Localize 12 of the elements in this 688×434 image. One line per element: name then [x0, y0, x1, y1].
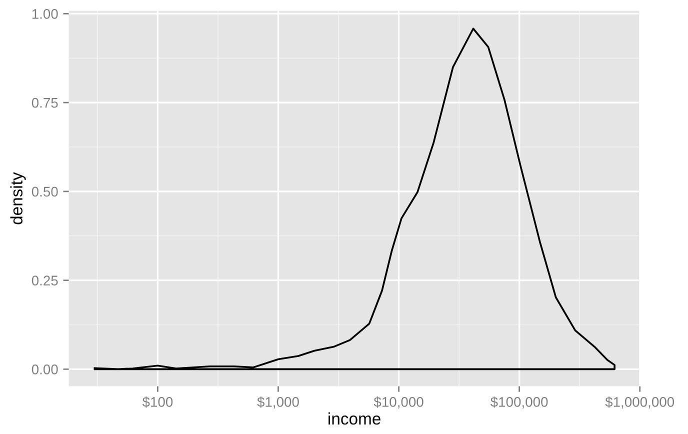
x-tick-label: $100 — [142, 396, 173, 408]
y-tick-label: 0.75 — [32, 98, 58, 108]
y-tick-label: 0.00 — [32, 364, 58, 374]
x-tick-label: $10,000 — [374, 396, 424, 409]
x-tick-label: $1,000 — [257, 396, 299, 409]
y-tick-label: 0.50 — [32, 186, 58, 197]
x-axis-title: income — [328, 412, 380, 425]
y-tick-label: 1.00 — [32, 9, 58, 19]
y-tick-label: 0.25 — [32, 276, 58, 286]
x-tick-label: $1,000,000 — [605, 396, 674, 409]
y-axis-title: density — [10, 172, 26, 224]
x-tick-label: $100,000 — [490, 396, 548, 409]
